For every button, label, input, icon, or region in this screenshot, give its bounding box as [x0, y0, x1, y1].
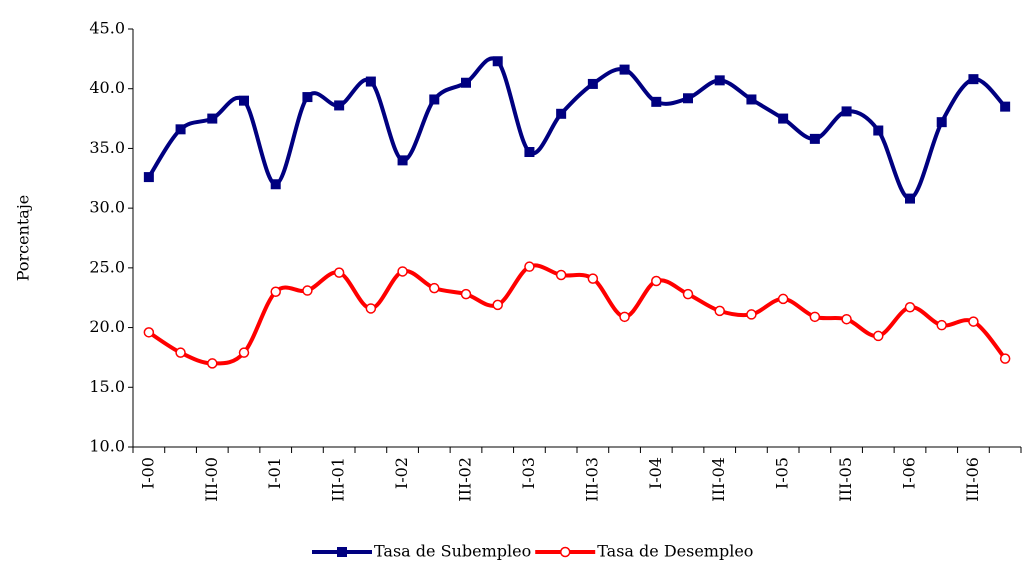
marker: [968, 74, 979, 85]
y-tick-label: 15.0: [89, 377, 125, 396]
x-tick-label: I-06: [900, 457, 919, 489]
marker: [239, 95, 249, 106]
series: [143, 56, 1011, 204]
x-tick-label: III-04: [709, 457, 728, 502]
marker: [492, 56, 503, 67]
marker: [302, 92, 313, 103]
marker: [365, 76, 376, 87]
marker: [429, 94, 440, 105]
x-tick-label: III-01: [329, 457, 348, 502]
marker: [492, 299, 503, 311]
x-tick-label: III-03: [582, 457, 601, 502]
legend-marker: [337, 547, 347, 557]
legend-item: Tasa de Desempleo: [535, 542, 753, 561]
marker: [777, 293, 789, 305]
marker: [556, 108, 567, 119]
x-tick-label: I-05: [773, 457, 792, 489]
marker: [619, 64, 630, 75]
marker: [714, 75, 725, 86]
x-tick-label: I-01: [265, 457, 284, 489]
y-tick-label: 20.0: [89, 317, 125, 336]
x-tick-label: III-06: [963, 457, 982, 502]
legend-label: Tasa de Subempleo: [374, 542, 531, 561]
y-tick-label: 40.0: [89, 78, 125, 97]
marker: [587, 273, 599, 284]
marker: [143, 327, 155, 338]
marker: [270, 179, 281, 190]
y-tick-label: 25.0: [89, 257, 125, 276]
marker: [936, 117, 947, 128]
marker: [999, 353, 1011, 364]
legend-marker: [559, 546, 571, 558]
marker: [651, 275, 662, 287]
marker: [651, 96, 662, 107]
marker: [429, 282, 440, 294]
marker: [936, 319, 947, 331]
x-tick-label: III-00: [202, 457, 221, 502]
marker: [238, 347, 250, 358]
y-tick-label: 35.0: [89, 138, 125, 157]
marker: [587, 78, 598, 89]
marker: [841, 313, 852, 325]
legend-item: Tasa de Subempleo: [312, 542, 531, 561]
marker: [461, 77, 471, 88]
marker: [714, 305, 725, 317]
marker: [143, 172, 154, 183]
x-tick-label: I-04: [646, 457, 665, 489]
marker: [397, 155, 408, 166]
marker: [904, 302, 916, 313]
marker: [746, 94, 757, 105]
marker: [302, 285, 313, 296]
y-axis-label: Porcentaje: [14, 195, 33, 282]
marker: [397, 266, 408, 277]
legend-label: Tasa de Desempleo: [597, 542, 753, 561]
x-tick-label: III-02: [456, 457, 475, 502]
marker: [524, 147, 535, 158]
marker: [809, 133, 820, 144]
marker: [841, 106, 852, 117]
y-tick-label: 30.0: [89, 198, 125, 217]
marker: [619, 311, 630, 323]
y-tick-label: 10.0: [89, 437, 125, 456]
marker: [682, 288, 694, 300]
series: [143, 261, 1011, 369]
x-tick-label: III-05: [836, 457, 855, 502]
marker: [207, 358, 218, 369]
marker: [873, 330, 884, 342]
marker: [1000, 101, 1011, 112]
marker: [524, 261, 535, 272]
marker: [746, 309, 757, 320]
marker: [905, 193, 915, 204]
marker: [333, 267, 345, 278]
marker: [778, 113, 789, 124]
marker: [270, 286, 281, 297]
marker: [334, 100, 345, 111]
marker: [460, 288, 472, 300]
line: [147, 263, 1007, 366]
marker: [683, 93, 693, 104]
marker: [968, 316, 979, 327]
marker: [555, 269, 567, 281]
y-tick-label: 45.0: [89, 19, 125, 38]
marker: [873, 125, 884, 136]
x-tick-label: I-03: [519, 457, 538, 489]
x-tick-label: I-00: [138, 457, 157, 489]
marker: [175, 124, 186, 135]
x-tick-label: I-02: [392, 457, 411, 489]
marker: [175, 347, 186, 358]
marker: [207, 113, 218, 124]
marker: [365, 303, 377, 314]
marker: [809, 311, 821, 323]
